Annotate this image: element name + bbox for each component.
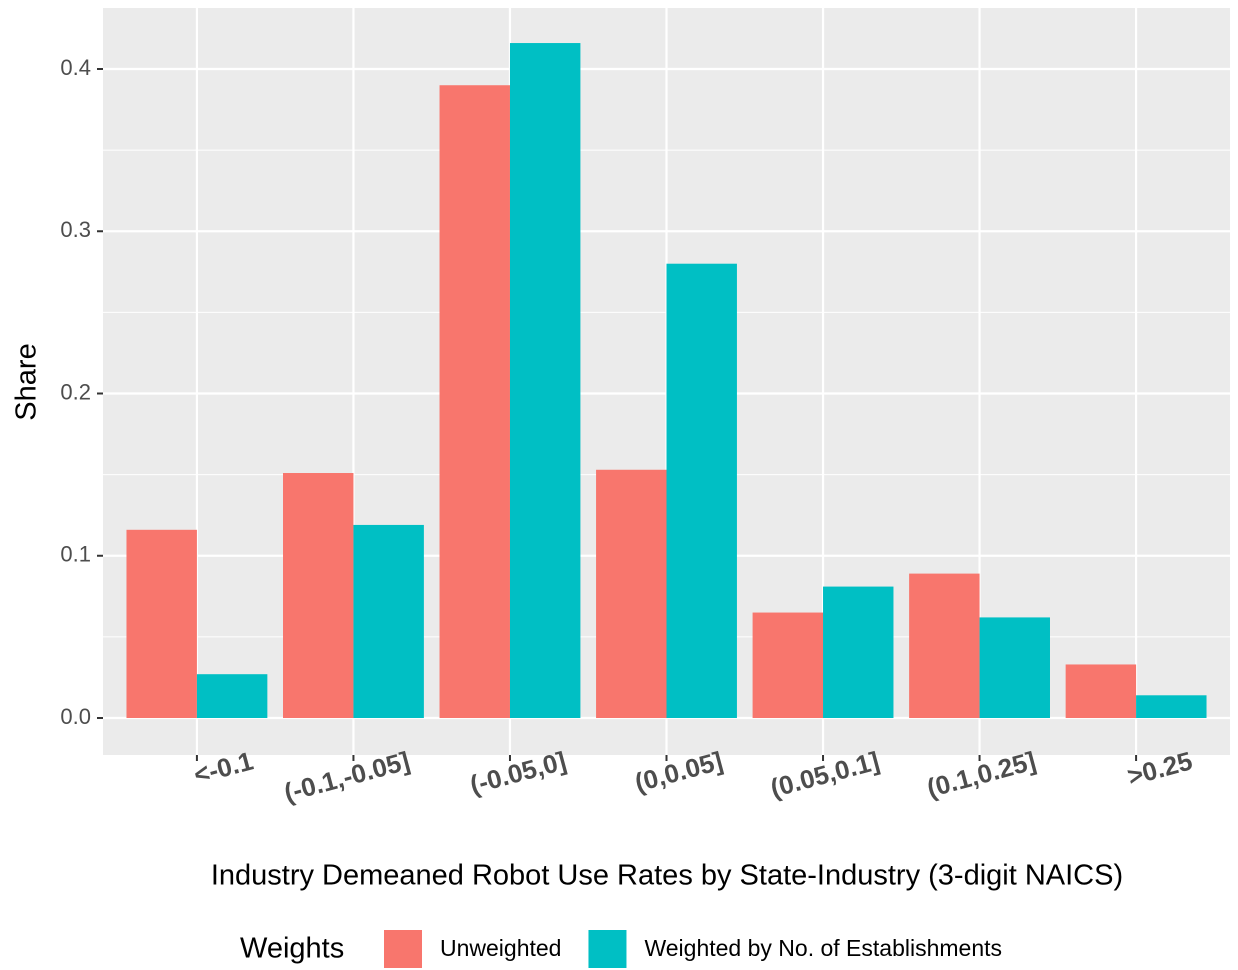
y-tick-label: 0.0 xyxy=(60,704,91,729)
bar xyxy=(979,617,1050,719)
bar xyxy=(439,85,510,719)
y-axis-label: Share xyxy=(11,343,43,420)
y-tick-label: 0.1 xyxy=(60,542,91,567)
bar xyxy=(1136,695,1207,719)
legend-swatch xyxy=(588,930,627,968)
bar xyxy=(596,469,667,719)
y-tick-label: 0.3 xyxy=(60,217,91,242)
bar xyxy=(196,674,268,719)
legend-swatch xyxy=(384,930,422,968)
bar xyxy=(752,612,824,719)
y-tick-label: 0.2 xyxy=(60,379,91,404)
bar xyxy=(126,529,197,719)
legend-label: Unweighted xyxy=(440,935,561,961)
legend: Weights Unweighted Weighted by No. of Est… xyxy=(240,930,1002,968)
legend-title: Weights xyxy=(240,933,344,965)
bar xyxy=(666,263,737,719)
bar xyxy=(909,573,980,719)
bar xyxy=(1065,664,1137,719)
x-axis-label: Industry Demeaned Robot Use Rates by Sta… xyxy=(211,860,1123,892)
bar xyxy=(353,524,424,719)
y-tick-label: 0.4 xyxy=(60,55,91,80)
bar xyxy=(283,473,354,719)
bar xyxy=(509,43,581,719)
legend-label: Weighted by No. of Establishments xyxy=(644,935,1002,961)
bar xyxy=(823,586,894,719)
